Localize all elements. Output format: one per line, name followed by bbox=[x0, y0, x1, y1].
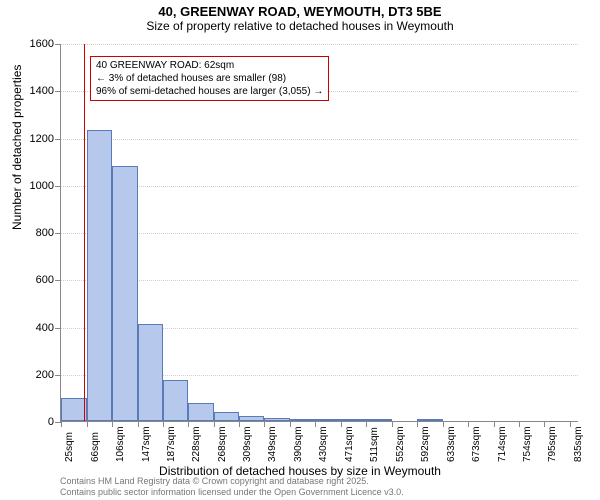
annotation-line-1: 40 GREENWAY ROAD: 62sqm bbox=[96, 59, 323, 72]
y-tick-label: 0 bbox=[48, 416, 54, 428]
grid-line bbox=[61, 139, 578, 140]
y-tick bbox=[55, 139, 61, 140]
x-tick bbox=[188, 421, 189, 427]
x-tick-label: 714sqm bbox=[497, 426, 508, 462]
y-tick bbox=[55, 375, 61, 376]
histogram-bar bbox=[290, 419, 315, 421]
x-tick bbox=[290, 421, 291, 427]
x-tick-label: 147sqm bbox=[141, 426, 152, 462]
histogram-bar bbox=[239, 416, 264, 421]
x-tick-label: 390sqm bbox=[293, 426, 304, 462]
x-tick bbox=[239, 421, 240, 427]
x-tick bbox=[264, 421, 265, 427]
page-title: 40, GREENWAY ROAD, WEYMOUTH, DT3 5BE bbox=[0, 4, 600, 19]
y-tick bbox=[55, 91, 61, 92]
x-tick-label: 228sqm bbox=[191, 426, 202, 462]
footer: Contains HM Land Registry data © Crown c… bbox=[60, 476, 404, 498]
y-tick bbox=[55, 280, 61, 281]
x-tick bbox=[494, 421, 495, 427]
x-tick-label: 187sqm bbox=[166, 426, 177, 462]
histogram-bar bbox=[163, 380, 189, 421]
y-tick bbox=[55, 44, 61, 45]
annotation-line-2: ← 3% of detached houses are smaller (98) bbox=[96, 72, 323, 85]
y-tick-label: 800 bbox=[36, 227, 54, 239]
x-tick bbox=[163, 421, 164, 427]
x-tick-label: 268sqm bbox=[217, 426, 228, 462]
y-tick-label: 1000 bbox=[30, 180, 54, 192]
annotation-line-3: 96% of semi-detached houses are larger (… bbox=[96, 85, 323, 98]
x-tick-label: 795sqm bbox=[547, 426, 558, 462]
x-tick bbox=[61, 421, 62, 427]
x-tick-label: 633sqm bbox=[446, 426, 457, 462]
histogram-bar bbox=[366, 419, 392, 421]
x-tick bbox=[392, 421, 393, 427]
y-tick-label: 200 bbox=[36, 369, 54, 381]
x-tick-label: 835sqm bbox=[573, 426, 584, 462]
x-tick bbox=[112, 421, 113, 427]
x-tick-label: 66sqm bbox=[90, 432, 101, 462]
footer-line-2: Contains public sector information licen… bbox=[60, 487, 404, 498]
y-tick-label: 1400 bbox=[30, 85, 54, 97]
histogram-bar bbox=[112, 166, 138, 421]
y-axis-title: Number of detached properties bbox=[10, 65, 24, 230]
x-tick-label: 592sqm bbox=[420, 426, 431, 462]
x-tick-label: 349sqm bbox=[267, 426, 278, 462]
x-tick bbox=[138, 421, 139, 427]
grid-line bbox=[61, 280, 578, 281]
page-subtitle: Size of property relative to detached ho… bbox=[0, 19, 600, 33]
x-tick-label: 106sqm bbox=[115, 426, 126, 462]
x-tick bbox=[315, 421, 316, 427]
x-tick bbox=[544, 421, 545, 427]
x-tick bbox=[468, 421, 469, 427]
y-tick-label: 400 bbox=[36, 322, 54, 334]
histogram-bar bbox=[138, 324, 163, 421]
y-tick-label: 1600 bbox=[30, 38, 54, 50]
histogram-bar bbox=[341, 419, 366, 421]
x-tick bbox=[366, 421, 367, 427]
chart-area: 0200400600800100012001400160025sqm66sqm1… bbox=[60, 44, 578, 422]
x-tick-label: 25sqm bbox=[64, 432, 75, 462]
x-tick bbox=[341, 421, 342, 427]
x-tick-label: 673sqm bbox=[471, 426, 482, 462]
x-tick-label: 552sqm bbox=[395, 426, 406, 462]
histogram-bar bbox=[87, 130, 112, 421]
histogram-bar bbox=[214, 412, 240, 421]
y-tick-label: 600 bbox=[36, 274, 54, 286]
histogram-bar bbox=[264, 418, 290, 421]
x-tick bbox=[519, 421, 520, 427]
y-tick bbox=[55, 186, 61, 187]
histogram-bar bbox=[417, 419, 443, 421]
y-tick bbox=[55, 328, 61, 329]
x-tick bbox=[417, 421, 418, 427]
y-tick-label: 1200 bbox=[30, 133, 54, 145]
histogram-bar bbox=[188, 403, 213, 421]
annotation-box: 40 GREENWAY ROAD: 62sqm ← 3% of detached… bbox=[90, 56, 329, 101]
x-tick-label: 754sqm bbox=[522, 426, 533, 462]
grid-line bbox=[61, 44, 578, 45]
x-tick bbox=[87, 421, 88, 427]
histogram-bar bbox=[61, 398, 87, 421]
x-tick bbox=[570, 421, 571, 427]
x-tick-label: 309sqm bbox=[242, 426, 253, 462]
x-tick bbox=[443, 421, 444, 427]
footer-line-1: Contains HM Land Registry data © Crown c… bbox=[60, 476, 404, 487]
x-tick bbox=[214, 421, 215, 427]
x-tick-label: 511sqm bbox=[369, 427, 380, 462]
property-marker-line bbox=[84, 44, 85, 421]
grid-line bbox=[61, 233, 578, 234]
title-area: 40, GREENWAY ROAD, WEYMOUTH, DT3 5BE Siz… bbox=[0, 0, 600, 33]
x-tick-label: 430sqm bbox=[318, 426, 329, 462]
y-tick bbox=[55, 233, 61, 234]
x-tick-label: 471sqm bbox=[344, 426, 355, 462]
histogram-bar bbox=[315, 419, 341, 421]
grid-line bbox=[61, 186, 578, 187]
